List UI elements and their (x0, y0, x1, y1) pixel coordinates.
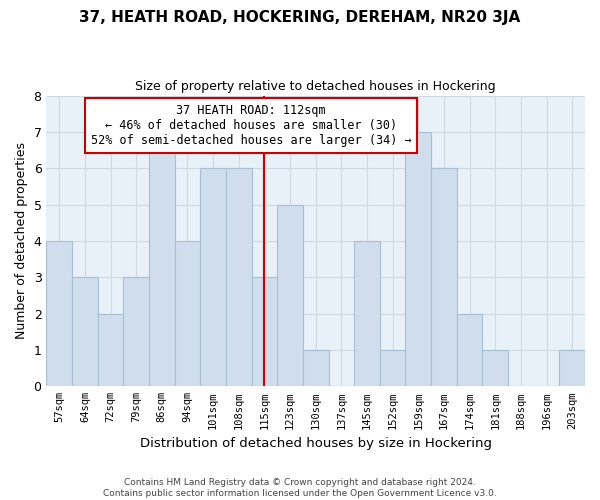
Bar (149, 132, 175, 386)
X-axis label: Distribution of detached houses by size in Hockering: Distribution of detached houses by size … (140, 437, 492, 450)
Bar (303, 350, 329, 387)
Bar (98, 314, 124, 386)
Bar (406, 132, 431, 386)
Bar (482, 350, 508, 387)
Bar (457, 314, 482, 386)
Bar (124, 278, 149, 386)
Bar (277, 204, 303, 386)
Bar (559, 350, 585, 387)
Y-axis label: Number of detached properties: Number of detached properties (15, 142, 28, 340)
Bar (72, 278, 98, 386)
Text: Contains HM Land Registry data © Crown copyright and database right 2024.
Contai: Contains HM Land Registry data © Crown c… (103, 478, 497, 498)
Bar (380, 350, 406, 387)
Text: 37 HEATH ROAD: 112sqm
← 46% of detached houses are smaller (30)
52% of semi-deta: 37 HEATH ROAD: 112sqm ← 46% of detached … (91, 104, 412, 148)
Text: 37, HEATH ROAD, HOCKERING, DEREHAM, NR20 3JA: 37, HEATH ROAD, HOCKERING, DEREHAM, NR20… (79, 10, 521, 25)
Bar (46, 241, 72, 386)
Bar (431, 168, 457, 386)
Bar (175, 241, 200, 386)
Bar (226, 168, 251, 386)
Title: Size of property relative to detached houses in Hockering: Size of property relative to detached ho… (136, 80, 496, 93)
Bar (251, 278, 277, 386)
Bar (354, 241, 380, 386)
Bar (200, 168, 226, 386)
